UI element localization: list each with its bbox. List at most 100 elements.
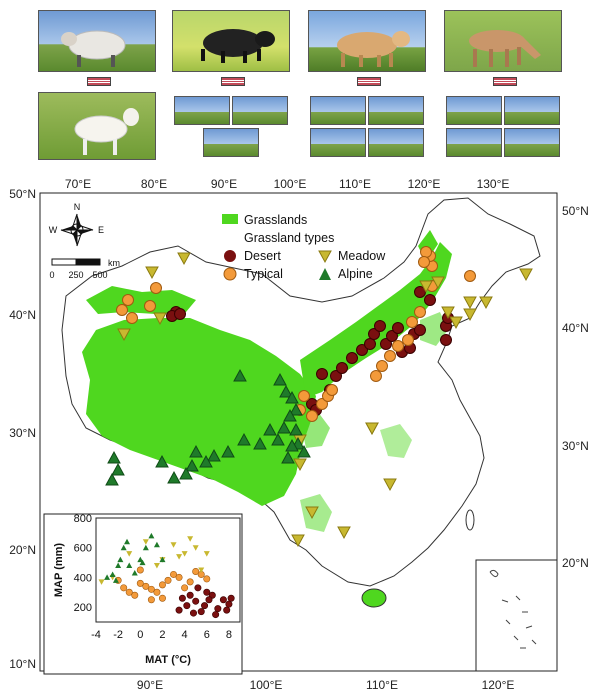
inset-alpine-point [112,577,119,583]
typical-site-marker [464,270,476,282]
inset-desert-point [183,602,191,610]
lon-ticks-top: 70°E 80°E 90°E 100°E 110°E 120°E 130°E [65,177,509,191]
inset-desert-point [225,600,233,608]
inset-meadow-point [192,545,199,551]
inset-alpine-point [124,538,131,545]
sheep-substitute-photo [232,96,288,125]
alpine-site-marker [111,462,125,476]
typical-site-marker [126,312,138,324]
lon-tick: 100°E [250,678,283,692]
map-legend: Grasslands Grassland types Desert Typica… [222,213,386,281]
meadow-site-marker [449,316,463,330]
inset-x-tick: 6 [204,629,210,641]
legend-heading: Grassland types [244,231,334,245]
flag-icon [87,77,111,86]
sheep-substitute-photo [368,128,424,157]
alpine-site-marker [283,408,297,422]
sheep-substitute-photo [368,96,424,125]
desert-site-marker [368,328,380,340]
alpine-site-marker [189,444,203,458]
alpine-site-marker [281,450,295,464]
typical-site-marker [384,350,396,362]
meadow-site-marker [117,328,131,342]
inset-desert-point [186,591,194,599]
lon-tick: 110°E [366,678,398,692]
desert-site-marker [414,324,426,336]
lat-tick: 20°N [562,556,589,570]
inset-typical-point [186,578,194,586]
meadow-site-marker [337,526,351,540]
lon-ticks-bottom: 90°E 100°E 110°E 120°E [137,678,514,692]
goat-icon [74,108,139,155]
typical-site-marker [414,306,426,318]
lon-tick: 110°E [339,177,371,191]
typical-site-marker [392,340,404,352]
meadow-site-marker [365,422,379,436]
inset-y-tick: 800 [74,513,92,525]
lat-tick: 40°N [9,308,36,322]
alpine-site-marker [277,420,291,434]
alpine-site-marker [185,458,199,472]
inset-alpine-point [117,556,124,563]
legend-typical: Typical [244,267,283,281]
meadow-site-marker [419,280,433,294]
inset-alpine-point [139,559,146,566]
inset-typical-point [158,581,166,589]
inset-y-tick: 200 [74,602,92,614]
meadow-marker-icon [318,250,332,264]
inset-desert-point [227,594,235,602]
lon-tick: 120°E [408,177,441,191]
meadow-site-marker [291,534,305,548]
alpine-site-marker [285,390,299,404]
inset-typical-point [203,575,211,583]
meadow-site-marker [431,276,445,290]
lon-tick: 120°E [482,678,515,692]
sheep-substitute-photo [203,128,259,157]
lat-tick: 20°N [9,543,36,557]
legend-desert: Desert [244,249,281,263]
inset-typical-point [136,579,144,587]
typical-site-marker [150,282,162,294]
inset-typical-point [170,570,178,578]
inset-alpine-point [153,541,160,548]
alpine-site-marker [105,472,119,486]
inset-alpine-point [104,574,111,580]
lon-tick: 90°E [211,177,237,191]
typical-site-marker [144,300,156,312]
map-frame [39,192,558,672]
alpine-site-marker [285,438,299,452]
typical-site-marker [116,304,128,316]
inset-typical-point [120,584,128,592]
typical-site-marker [420,246,432,258]
lat-ticks-right: 50°N 40°N 30°N 20°N [562,204,589,570]
meadow-site-marker [153,312,167,326]
desert-site-marker [336,362,348,374]
inset-alpine-point [115,562,122,569]
cattle-photo [308,10,426,72]
inset-desert-point [178,594,186,602]
compass-rose-icon: N W E [49,202,104,247]
typical-site-marker [306,410,318,422]
scale-label: 0 [49,270,54,280]
sheep-photo [38,10,156,72]
inset-typical-point [131,591,139,599]
goat-photo [38,92,156,160]
desert-site-marker [386,330,398,342]
lon-tick: 130°E [477,177,510,191]
alpine-site-marker [155,454,169,468]
inset-desert-point [175,606,183,614]
alpine-site-marker [233,368,247,382]
flag-icon [221,77,245,86]
desert-site-marker [380,338,392,350]
lat-tick: 50°N [9,187,36,201]
inset-alpine-point [131,569,138,576]
typical-site-marker [376,360,388,372]
inset-alpine-point [137,556,144,563]
lon-tick: 70°E [65,177,91,191]
compass-w: W [49,225,58,235]
inset-islands [489,569,537,649]
inset-alpine-point [159,556,166,563]
flag-icon [493,77,517,86]
desert-site-marker [392,322,404,334]
typical-site-marker [298,390,310,402]
